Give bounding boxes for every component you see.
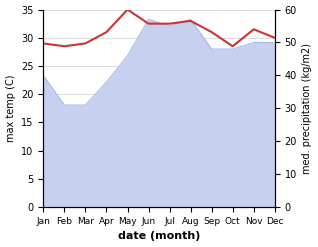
Y-axis label: med. precipitation (kg/m2): med. precipitation (kg/m2) [302,43,313,174]
Y-axis label: max temp (C): max temp (C) [5,75,16,142]
X-axis label: date (month): date (month) [118,231,200,242]
